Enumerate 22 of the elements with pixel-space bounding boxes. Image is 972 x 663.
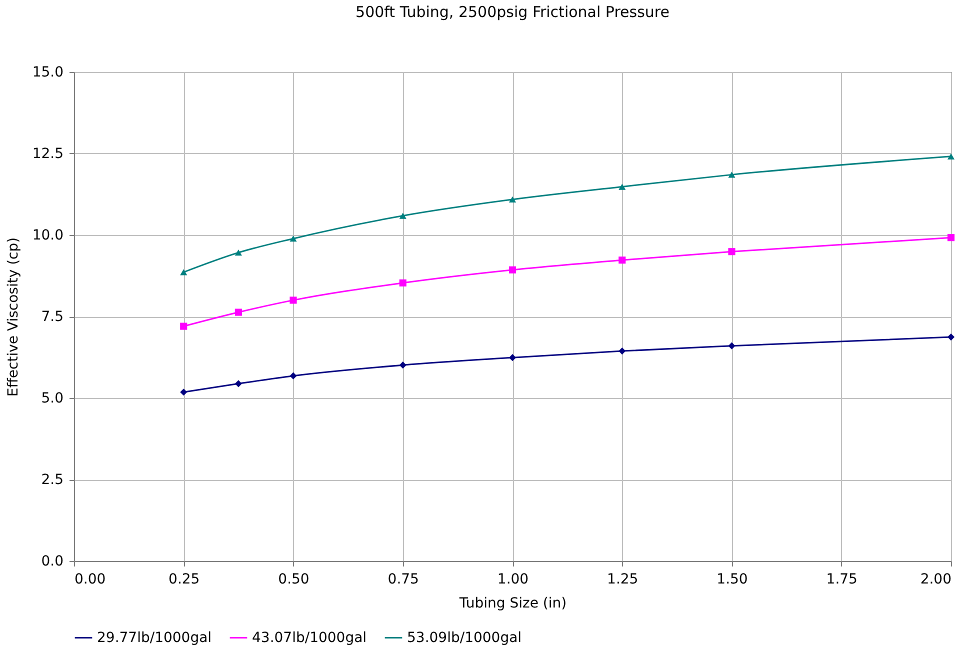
y-tick-label: 10.0: [32, 228, 64, 244]
x-tick-label: 1.25: [607, 572, 638, 588]
y-tick-label: 15.0: [32, 64, 64, 80]
x-tick-label: 1.50: [716, 572, 748, 588]
chart-title: 500ft Tubing, 2500psig Frictional Pressure: [356, 3, 670, 21]
legend-label: 43.07lb/1000gal: [252, 630, 367, 646]
legend-label: 53.09lb/1000gal: [407, 630, 522, 646]
y-tick-label: 12.5: [32, 146, 64, 162]
x-tick-label: 1.75: [826, 572, 858, 588]
legend-label: 29.77lb/1000gal: [97, 630, 212, 646]
x-axis-title: Tubing Size (in): [458, 596, 567, 612]
x-tick-label: 0.50: [278, 572, 310, 588]
x-tick-label: 2.00: [920, 572, 952, 588]
y-tick-label: 5.0: [41, 390, 64, 406]
x-tick-label: 0.75: [388, 572, 419, 588]
y-tick-label: 2.5: [41, 472, 64, 488]
x-tick-label: 0.00: [74, 572, 106, 588]
y-axis-title: Effective Viscosity (cp): [5, 237, 22, 397]
x-tick-label: 1.00: [497, 572, 529, 588]
y-tick-label: 7.5: [41, 309, 64, 325]
x-tick-label: 0.25: [168, 572, 200, 588]
y-tick-label: 0.0: [41, 554, 64, 570]
